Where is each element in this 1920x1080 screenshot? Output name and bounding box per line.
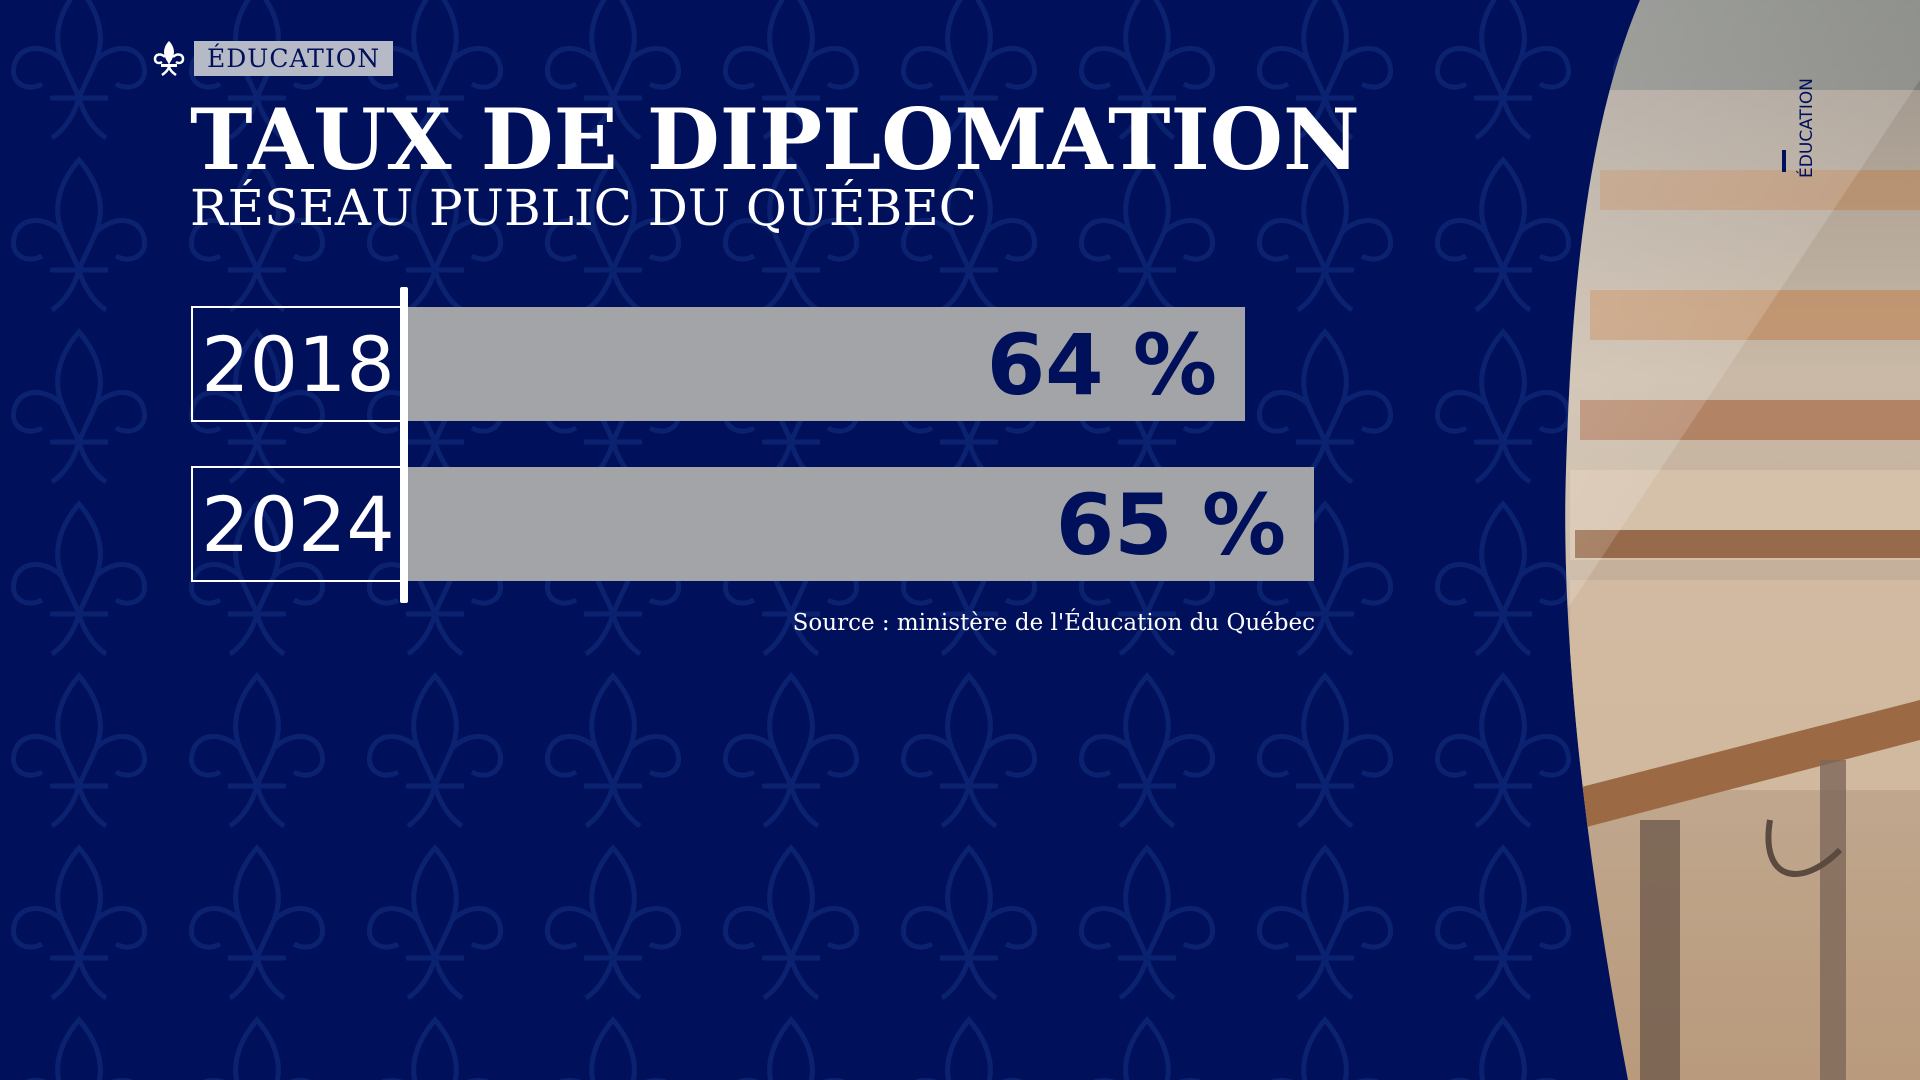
axis-line (400, 287, 408, 603)
category-label-2024: 2024 (201, 480, 394, 569)
chart-subtitle: RÉSEAU PUBLIC DU QUÉBEC (190, 179, 978, 237)
category-label-2018: 2018 (201, 320, 394, 409)
chart-title: TAUX DE DIPLOMATION (190, 90, 1360, 189)
bar-2018 (404, 307, 1245, 421)
bar-2024 (404, 467, 1314, 581)
side-category-label: ÉDUCATION (1782, 78, 1817, 178)
fleur-de-lis-icon (153, 41, 185, 76)
side-label-text: ÉDUCATION (1795, 78, 1817, 178)
source-note: Source : ministère de l'Éducation du Qué… (792, 610, 1315, 636)
category-tag: ÉDUCATION (152, 40, 394, 76)
side-label-marker (1782, 150, 1786, 172)
category-tag-label: ÉDUCATION (194, 40, 394, 76)
value-label-2018: 64 % (987, 316, 1217, 414)
value-label-2024: 65 % (1056, 476, 1286, 574)
